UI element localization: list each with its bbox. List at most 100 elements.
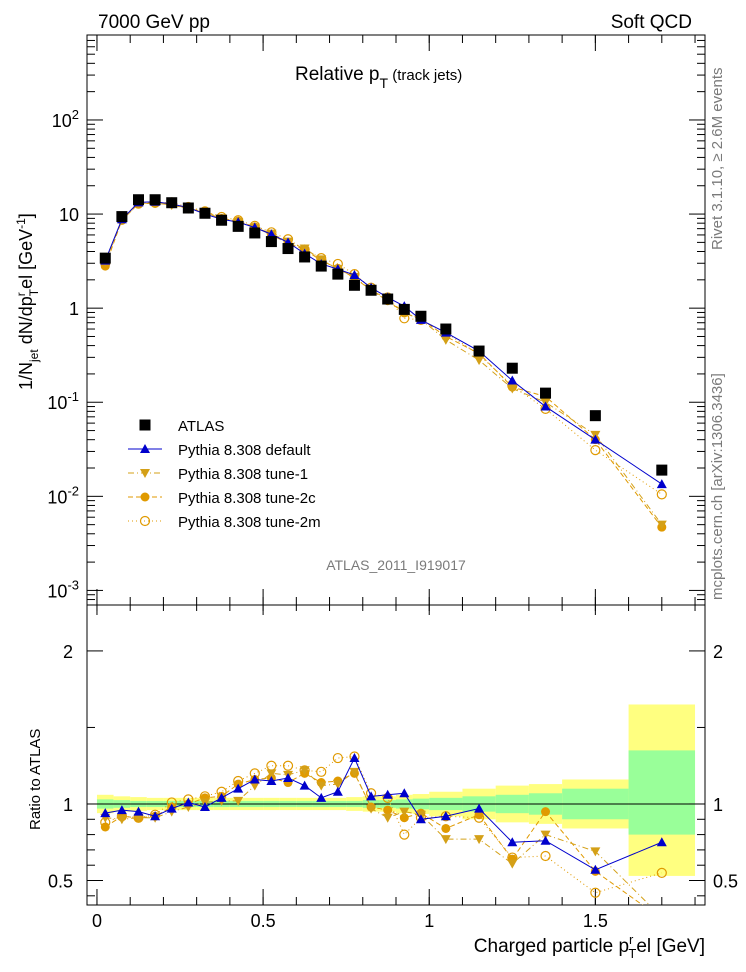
y-axis-label-ratio: Ratio to ATLAS <box>27 729 44 830</box>
data-point-pythia-8-308-tune-1 <box>116 815 127 825</box>
data-point-pythia-8-308-default <box>283 772 294 782</box>
main-axis-ticks: 0 0.5 1 1.5 10-3 10-2 10-1 1 10 102 <box>47 35 705 931</box>
plot-title: Relative pT (track jets) <box>295 64 462 91</box>
data-point-pythia-8-308-default <box>474 803 485 813</box>
data-point-pythia-8-308-default <box>233 783 244 793</box>
ratio-y-tick-label: 0.5 <box>48 872 73 892</box>
ratio-panel-frame <box>86 604 706 906</box>
data-point-pythia-8-308-default <box>349 753 360 763</box>
data-point-pythia-8-308-tune-1 <box>349 767 360 777</box>
data-point-pythia-8-308-tune-2m <box>656 867 667 878</box>
data-point-pythia-8-308-tune-1 <box>382 813 393 823</box>
data-point-atlas <box>315 260 327 272</box>
data-point-pythia-8-308-tune-1 <box>316 781 327 791</box>
main-series-layer <box>99 194 668 532</box>
data-point-pythia-8-308-default <box>507 375 518 385</box>
data-point-pythia-8-308-tune-2c <box>100 822 110 832</box>
y-tick-label: 102 <box>52 107 79 131</box>
data-point-atlas <box>265 236 277 248</box>
data-point-pythia-8-308-tune-2m <box>266 760 277 771</box>
x-tick-label: 0.5 <box>251 911 276 931</box>
data-point-pythia-8-308-default <box>440 811 451 821</box>
data-point-atlas <box>365 284 377 296</box>
data-point-pythia-8-308-default <box>507 837 518 847</box>
data-point-pythia-8-308-default <box>249 774 260 784</box>
data-point-pythia-8-308-tune-1 <box>366 804 377 814</box>
data-point-pythia-8-308-tune-2c <box>541 807 551 817</box>
data-point-pythia-8-308-default <box>116 805 127 815</box>
data-point-atlas <box>415 310 427 322</box>
data-point-atlas <box>382 293 394 305</box>
data-point-pythia-8-308-tune-2m <box>282 760 294 771</box>
data-point-atlas <box>249 227 261 239</box>
data-point-pythia-8-308-default <box>133 806 144 816</box>
data-point-pythia-8-308-tune-2c <box>383 805 393 815</box>
data-point-atlas <box>216 214 228 226</box>
data-point-pythia-8-308-default <box>349 270 360 280</box>
data-point-pythia-8-308-tune-2m <box>590 887 601 898</box>
data-point-atlas <box>299 251 311 263</box>
data-point-pythia-8-308-tune-1 <box>590 847 601 857</box>
data-point-pythia-8-308-default <box>299 780 310 790</box>
data-point-atlas <box>332 268 344 280</box>
x-tick-label: 1.5 <box>583 911 608 931</box>
data-point-pythia-8-308-default <box>399 788 410 798</box>
legend-marker <box>140 444 150 453</box>
data-point-atlas <box>440 323 452 335</box>
data-point-pythia-8-308-tune-1 <box>133 813 144 823</box>
data-point-atlas <box>116 211 128 223</box>
data-point-atlas <box>99 252 111 264</box>
data-point-pythia-8-308-default <box>590 434 601 444</box>
data-point-pythia-8-308-default <box>656 479 667 489</box>
data-point-pythia-8-308-tune-2c <box>399 813 409 823</box>
data-point-pythia-8-308-tune-2m <box>590 445 601 456</box>
legend: ATLAS Pythia 8.308 default Pythia 8.308 tu… <box>128 418 321 531</box>
data-point-pythia-8-308-tune-2m <box>332 752 343 764</box>
data-point-atlas <box>199 207 211 219</box>
data-point-pythia-8-308-tune-1 <box>440 335 451 345</box>
data-point-atlas <box>398 303 410 315</box>
ratio-y-tick-label: 1 <box>63 795 73 815</box>
data-point-atlas <box>282 243 294 255</box>
data-point-pythia-8-308-tune-1 <box>474 835 485 845</box>
data-point-atlas <box>232 220 244 232</box>
ratio-axis-ticks: 0.5 0.5 1 1 2 2 <box>48 642 738 897</box>
x-axis-label: Charged particle pr Tel [GeV] <box>474 932 705 961</box>
data-point-atlas <box>656 464 668 476</box>
data-point-atlas <box>473 345 485 357</box>
data-point-pythia-8-308-tune-1 <box>440 835 451 845</box>
legend-marker <box>140 469 150 478</box>
analysis-id: ATLAS_2011_I919017 <box>326 557 466 573</box>
legend-label: Pythia 8.308 tune-2c <box>178 490 316 507</box>
y-tick-label: 10 <box>59 205 79 225</box>
y-tick-label: 10-3 <box>47 577 79 601</box>
legend-label: Pythia 8.308 tune-2m <box>178 514 321 531</box>
data-point-atlas <box>506 362 518 374</box>
y-tick-label: 1 <box>69 299 79 319</box>
legend-label: ATLAS <box>178 418 224 435</box>
data-point-pythia-8-308-default <box>266 776 277 786</box>
data-point-pythia-8-308-tune-1 <box>299 766 310 776</box>
energy-label: 7000 GeV pp <box>98 12 210 33</box>
data-point-pythia-8-308-default <box>199 802 210 812</box>
data-point-pythia-8-308-default <box>183 797 194 807</box>
legend-marker <box>140 492 150 502</box>
data-point-pythia-8-308-default <box>590 864 601 874</box>
x-tick-label: 1 <box>424 911 434 931</box>
data-point-pythia-8-308-tune-1 <box>474 356 485 366</box>
data-point-pythia-8-308-tune-1 <box>507 384 518 394</box>
data-point-pythia-8-308-default <box>216 792 227 802</box>
data-point-pythia-8-308-default <box>150 811 161 821</box>
data-point-atlas <box>133 194 144 206</box>
process-label: Soft QCD <box>611 12 692 33</box>
data-point-pythia-8-308-tune-2c <box>441 823 451 833</box>
data-point-atlas <box>589 410 601 422</box>
data-point-pythia-8-308-tune-1 <box>540 830 551 840</box>
legend-label: Pythia 8.308 tune-1 <box>178 466 308 483</box>
data-point-pythia-8-308-tune-1 <box>332 780 343 790</box>
data-point-atlas <box>348 279 360 291</box>
rivet-version-label: Rivet 3.1.10, ≥ 2.6M events <box>709 68 726 251</box>
data-point-pythia-8-308-default <box>540 401 551 411</box>
y-tick-label: 10-2 <box>47 483 79 507</box>
